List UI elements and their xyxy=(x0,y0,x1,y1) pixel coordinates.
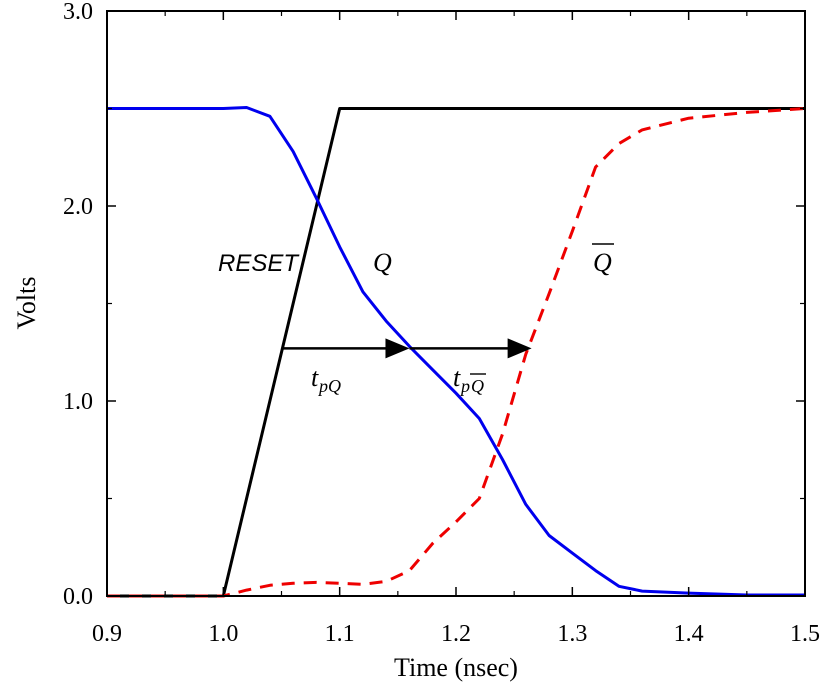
annotation-tpq-bar-sub-q: Q xyxy=(471,376,484,396)
delay-arrows xyxy=(281,338,532,359)
annotation-q: Q xyxy=(373,248,392,277)
y-axis-label: Volts xyxy=(12,277,41,330)
series-line-q xyxy=(107,106,805,597)
series-line-q-bar xyxy=(107,107,806,598)
y-tick-label: 3.0 xyxy=(63,0,93,25)
annotation-tpq-t: t xyxy=(311,363,319,392)
x-tick-label: 1.3 xyxy=(557,621,587,647)
x-tick-label: 1.5 xyxy=(790,621,820,647)
y-tick-label: 1.0 xyxy=(63,389,93,415)
tpqbar-arrow-head xyxy=(507,338,532,359)
annotation-q-bar: Q xyxy=(592,243,614,277)
x-tick-label: 1.0 xyxy=(208,621,238,647)
x-axis-label: Time (nsec) xyxy=(394,653,518,682)
x-tick-label: 1.1 xyxy=(325,621,355,647)
y-tick-label: 2.0 xyxy=(63,194,93,220)
tpq-arrow xyxy=(281,338,410,359)
annotation-tpq-bar: t p Q xyxy=(453,363,486,396)
series-line-reset xyxy=(107,107,805,598)
annotation-reset: RESET xyxy=(218,250,300,277)
annotation-tpq-sub: pQ xyxy=(317,376,341,396)
axis-ticks xyxy=(106,10,806,597)
x-tick-label: 0.9 xyxy=(92,621,122,647)
x-tick-label: 1.4 xyxy=(674,621,704,647)
plot-lines xyxy=(107,106,806,598)
tick-labels: 0.9 1.0 1.1 1.2 1.3 1.4 1.5 0.0 1.0 2.0 3.0 xyxy=(63,0,820,647)
annotation-tpq-bar-sub-p: p xyxy=(459,376,470,396)
annotation-tpq: t pQ xyxy=(311,363,341,396)
x-tick-label: 1.2 xyxy=(441,621,471,647)
plot-frame xyxy=(106,10,806,597)
tpqbar-arrow xyxy=(409,338,532,359)
y-tick-label: 0.0 xyxy=(63,584,93,610)
annotation-tpq-bar-t: t xyxy=(453,363,461,392)
tpq-arrow-head xyxy=(385,338,410,359)
annotation-q-bar-text: Q xyxy=(593,248,612,277)
